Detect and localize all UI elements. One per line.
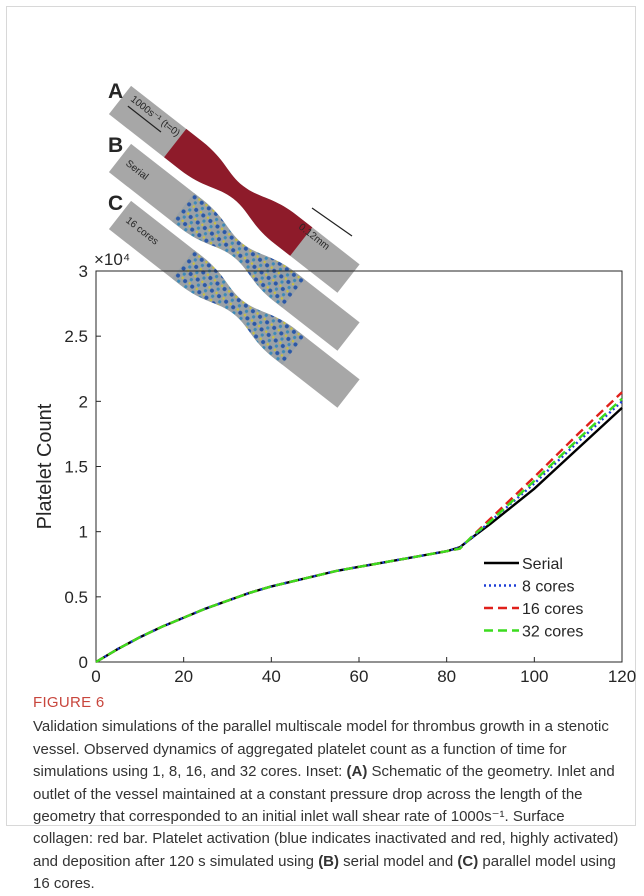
caption-part: (B): [318, 852, 340, 870]
y-tick-label: 1.5: [64, 458, 88, 477]
series-line: [95, 397, 623, 664]
x-tick-label: 100: [520, 667, 548, 686]
x-tick-label: 0: [91, 667, 100, 686]
y-tick-label: 2: [79, 392, 88, 411]
y-axis-label: Platelet Count: [34, 403, 56, 529]
caption-part: serial model and: [339, 852, 458, 870]
deposit: [171, 250, 305, 365]
arrow: [127, 105, 162, 133]
y-multiplier: ×10⁴: [94, 250, 130, 269]
y-tick-label: 1: [79, 523, 88, 542]
collagen: [164, 128, 313, 256]
x-tick-label: 20: [174, 667, 193, 686]
caption-text: Validation simulations of the parallel m…: [33, 716, 623, 895]
panel-label: C: [108, 192, 123, 215]
panel-label: B: [108, 134, 123, 157]
chart: 1000s⁻¹ (t=0) Serial 16 cores 0.12mm A B…: [34, 80, 636, 686]
legend-label: Serial: [522, 556, 563, 573]
caption-part: (A): [346, 763, 368, 781]
panel-label: A: [108, 80, 123, 103]
caption: FIGURE 6 Validation simulations of the p…: [33, 692, 623, 896]
legend-label: 8 cores: [522, 579, 574, 596]
y-tick-label: 3: [79, 262, 88, 281]
y-tick-label: 0.5: [64, 588, 88, 607]
y-tick-label: 0: [79, 653, 88, 672]
caption-part: (C): [457, 852, 479, 870]
x-tick-label: 40: [262, 667, 281, 686]
x-tick-label: 80: [437, 667, 456, 686]
legend-label: 32 cores: [522, 624, 583, 641]
x-tick-label: 120: [608, 667, 636, 686]
y-tick-label: 2.5: [64, 327, 88, 346]
inset: 1000s⁻¹ (t=0) Serial 16 cores 0.12mm A B…: [108, 80, 360, 408]
figure-frame: [6, 6, 636, 826]
scale-bar: [311, 207, 353, 237]
figure-label: FIGURE 6: [33, 694, 105, 711]
legend-label: 16 cores: [522, 601, 583, 618]
x-tick-label: 60: [350, 667, 369, 686]
deposit: [171, 193, 305, 308]
caption-part: Validation simulations of the parallel m…: [33, 718, 609, 781]
